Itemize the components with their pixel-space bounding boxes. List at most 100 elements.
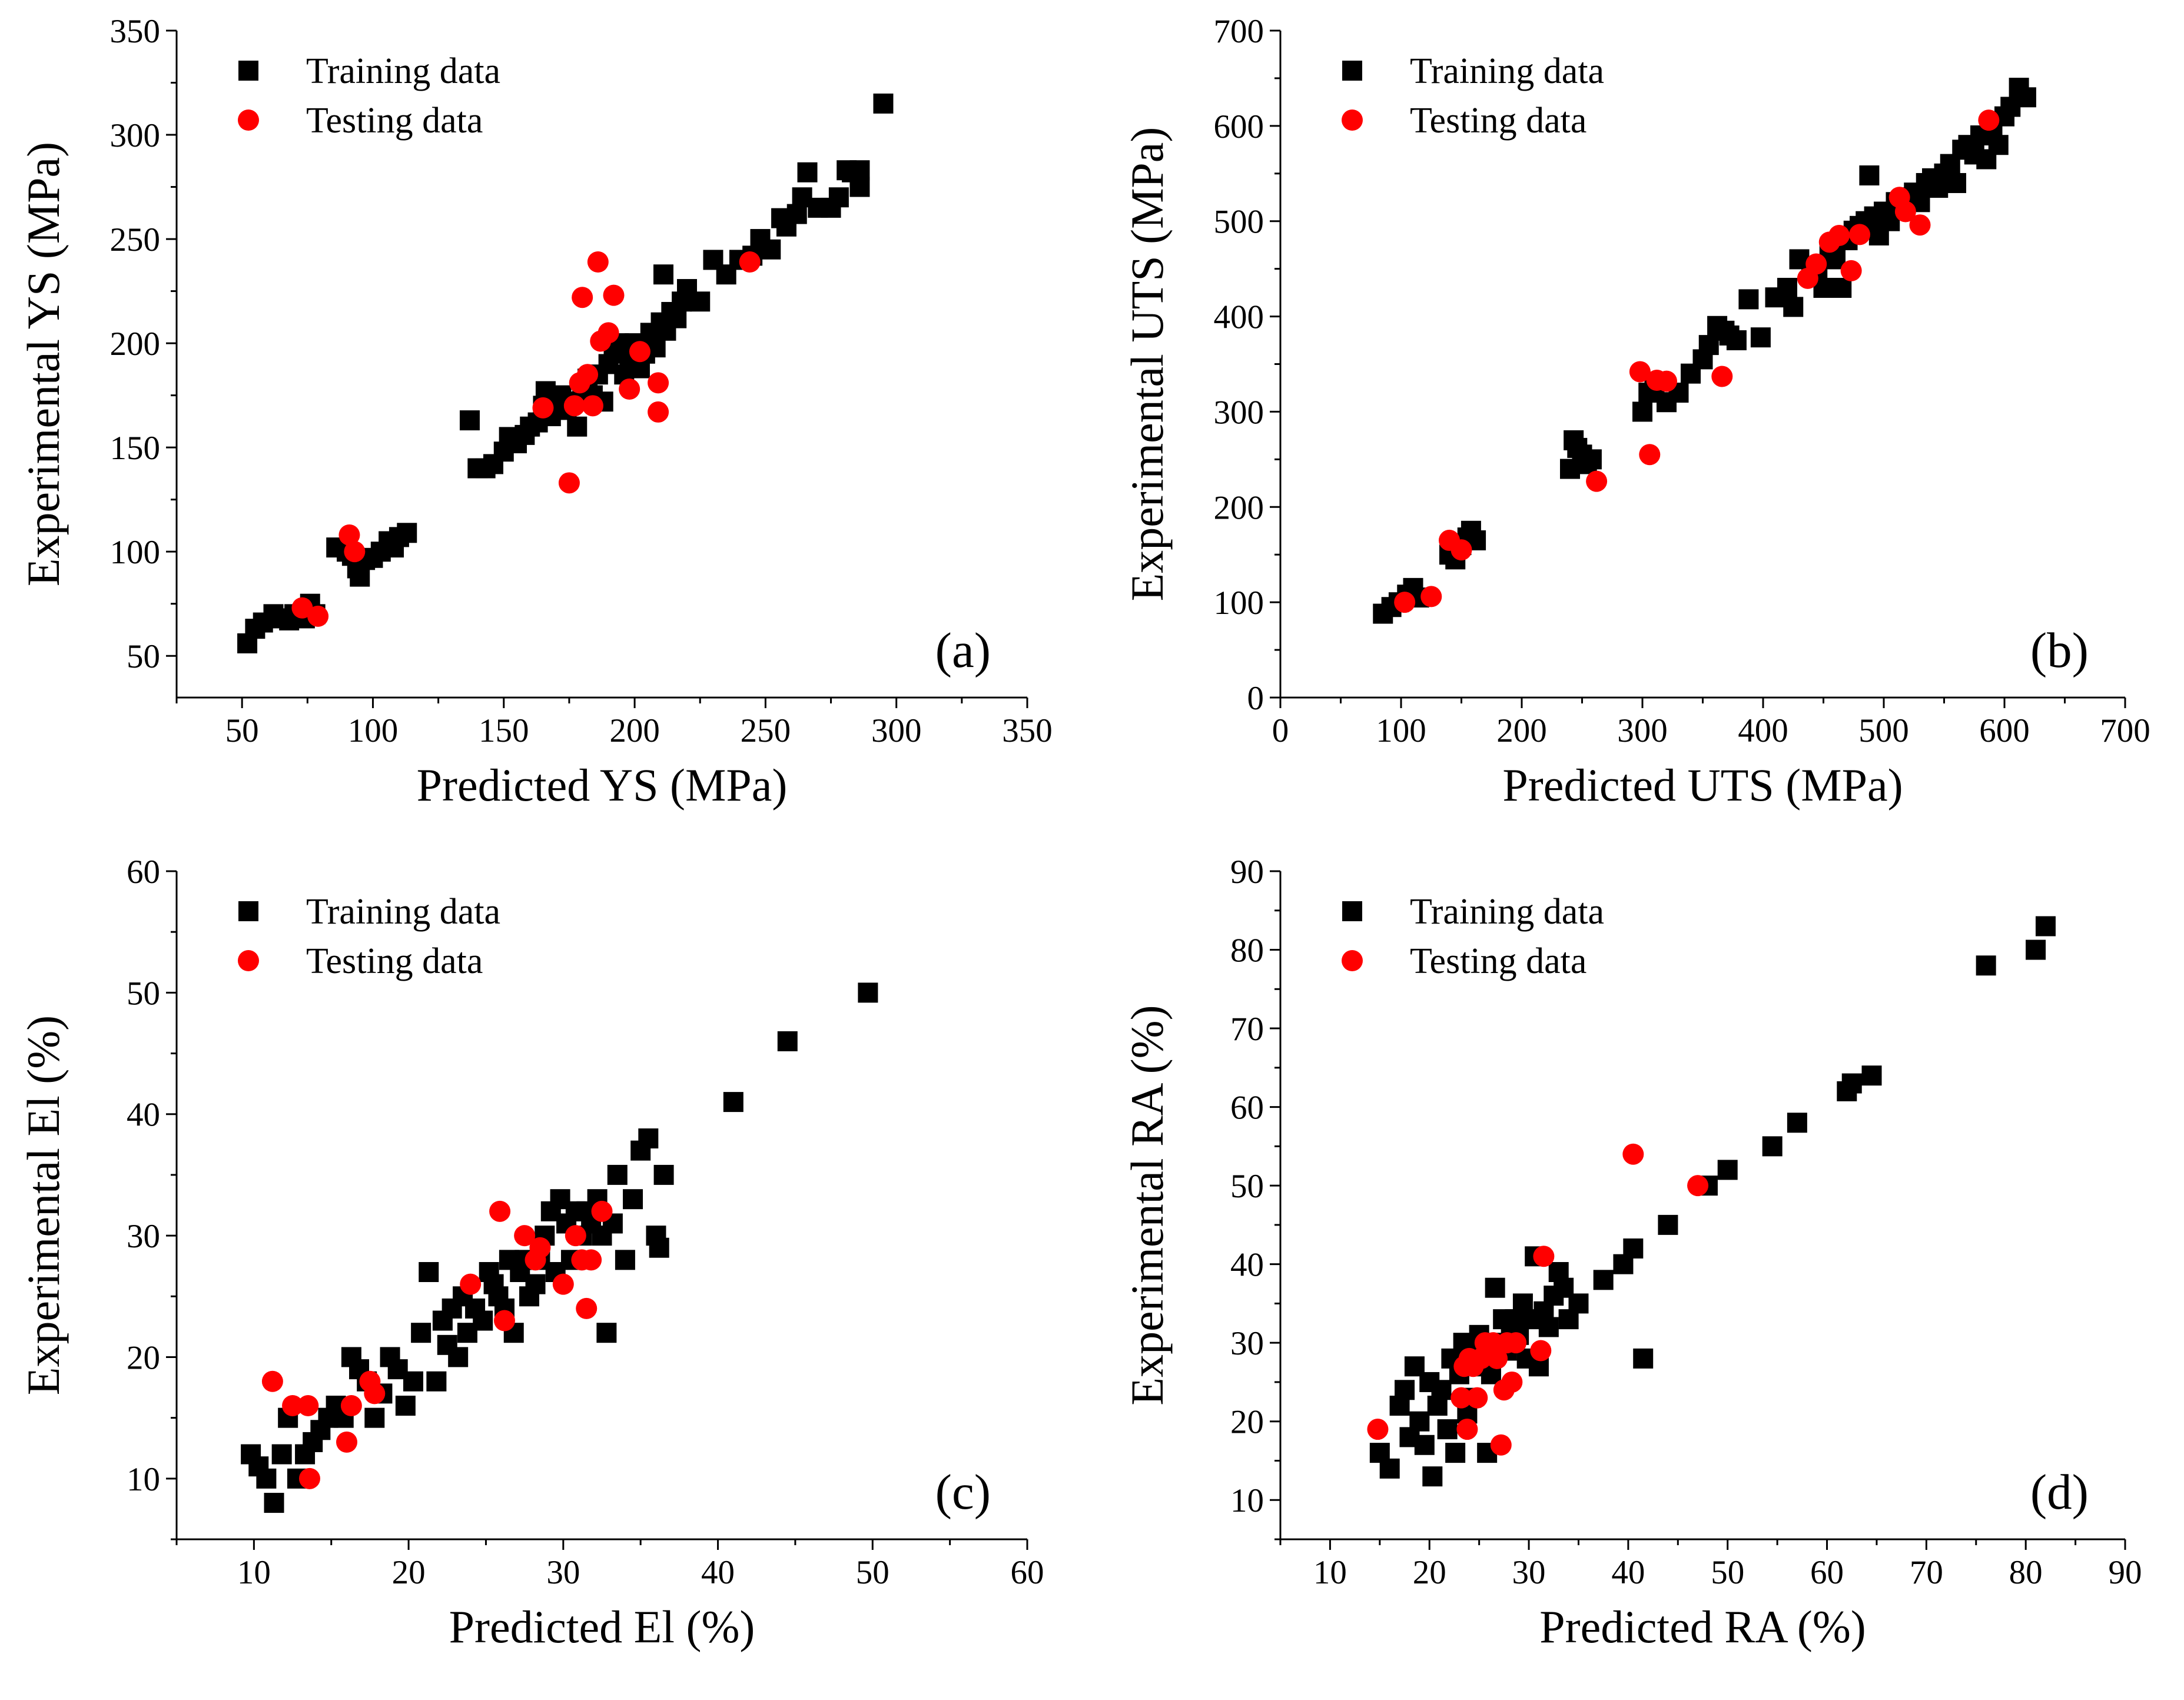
training-point: [607, 1164, 628, 1185]
x-tick-label: 20: [392, 1554, 426, 1591]
training-point: [797, 162, 818, 182]
y-tick-label: 80: [1230, 932, 1264, 969]
training-point: [1437, 1419, 1458, 1440]
legend-marker-testing: [1342, 950, 1363, 971]
testing-point: [582, 395, 603, 417]
testing-point: [572, 287, 593, 308]
testing-point: [1711, 366, 1733, 387]
panel-a: 50 100 150 200 250 300 350 50 100 150 200 250 300 350…: [18, 13, 1053, 811]
x-tick-label: 100: [1376, 712, 1426, 749]
legend-label-training: Training data: [306, 51, 500, 91]
training-point: [723, 1092, 744, 1113]
x-axis-title: Predicted UTS (MPa): [1502, 759, 1903, 811]
legend-marker-testing: [238, 950, 259, 971]
y-tick-label: 20: [1230, 1404, 1264, 1441]
y-tick-label: 300: [1214, 394, 1264, 431]
y-tick-label: 700: [1214, 13, 1264, 50]
x-tick-label: 150: [479, 712, 529, 749]
x-tick-label: 20: [1413, 1554, 1446, 1591]
training-point: [1422, 1466, 1443, 1487]
x-tick-label: 350: [1002, 712, 1053, 749]
y-tick-label: 90: [1230, 854, 1264, 891]
y-tick-label: 250: [110, 221, 161, 258]
training-point: [397, 523, 417, 543]
y-tick-label: 300: [110, 117, 161, 154]
testing-point: [1849, 224, 1870, 245]
training-point: [1750, 327, 1771, 348]
testing-point: [1490, 1434, 1512, 1456]
x-tick-label: 400: [1738, 712, 1788, 749]
training-point: [426, 1371, 447, 1392]
y-tick-label: 70: [1230, 1011, 1264, 1048]
training-point: [1623, 1238, 1644, 1259]
testing-point: [1530, 1340, 1552, 1362]
testing-point: [563, 395, 585, 417]
y-tick-label: 200: [110, 326, 161, 363]
x-tick-label: 10: [1313, 1554, 1347, 1591]
legend-marker-training: [238, 901, 258, 921]
y-tick-label: 40: [1230, 1247, 1264, 1284]
x-axis-title: Predicted YS (MPa): [417, 759, 788, 811]
y-tick-label: 20: [127, 1339, 160, 1376]
testing-point: [591, 1200, 613, 1222]
training-point: [2026, 939, 2046, 960]
testing-point: [1394, 592, 1416, 613]
training-point: [596, 1323, 617, 1343]
legend-label-testing: Testing data: [1410, 101, 1586, 141]
testing-point: [1586, 470, 1608, 492]
testing-point: [598, 322, 619, 344]
y-tick-label: 150: [110, 430, 161, 467]
y-axis-title: Experimental YS (MPa): [18, 142, 69, 586]
panel-d: 10 20 30 40 50 60 70 80 90 10 20 30 40 50 60 70 80 90 Pre…: [1121, 854, 2142, 1652]
training-point: [653, 1164, 674, 1185]
y-tick-label: 30: [1230, 1325, 1264, 1362]
testing-point: [1420, 586, 1442, 607]
testing-point: [529, 1237, 551, 1259]
testing-point: [587, 251, 609, 273]
testing-point: [493, 1310, 515, 1332]
testing-point: [261, 1370, 283, 1392]
training-point: [1633, 1348, 1654, 1369]
training-point: [1859, 165, 1880, 186]
training-point: [1717, 1160, 1738, 1180]
testing-point: [291, 597, 313, 619]
legend: Training data Testing data: [238, 51, 500, 141]
x-tick-label: 300: [871, 712, 922, 749]
testing-point: [1687, 1175, 1709, 1197]
x-tick-label: 700: [2100, 712, 2150, 749]
testing-point: [1629, 361, 1651, 383]
training-point: [1593, 1270, 1614, 1290]
testing-point: [619, 378, 640, 400]
testing-point: [1533, 1246, 1555, 1267]
y-tick-label: 10: [1230, 1482, 1264, 1519]
legend-label-testing: Testing data: [1410, 941, 1586, 981]
training-point: [1988, 135, 2009, 155]
training-point: [849, 177, 870, 197]
testing-point: [340, 1395, 362, 1416]
training-point: [2035, 916, 2056, 937]
legend-marker-training: [238, 61, 258, 81]
x-tick-label: 40: [701, 1554, 735, 1591]
training-point: [1946, 172, 1966, 193]
testing-point: [336, 1431, 357, 1453]
x-tick-label: 10: [237, 1554, 271, 1591]
testing-point: [298, 1467, 320, 1489]
training-point: [1538, 1317, 1559, 1337]
training-point: [395, 1396, 416, 1416]
y-axis-title: Experimental UTS (MPa): [1121, 127, 1173, 602]
testing-point: [307, 605, 329, 627]
training-point: [1414, 1435, 1435, 1455]
testing-point: [577, 364, 599, 386]
y-tick-label: 600: [1214, 108, 1264, 145]
x-tick-label: 30: [546, 1554, 580, 1591]
training-point: [1831, 278, 1852, 298]
testing-point: [532, 397, 554, 419]
y-tick-label: 10: [127, 1461, 160, 1498]
y-tick-label: 50: [1230, 1168, 1264, 1205]
training-point: [873, 93, 894, 114]
x-tick-label: 200: [1496, 712, 1547, 749]
testing-point: [580, 1249, 602, 1271]
legend-label-testing: Testing data: [306, 101, 483, 141]
testing-point: [1451, 1387, 1472, 1409]
testing-point: [297, 1395, 319, 1416]
